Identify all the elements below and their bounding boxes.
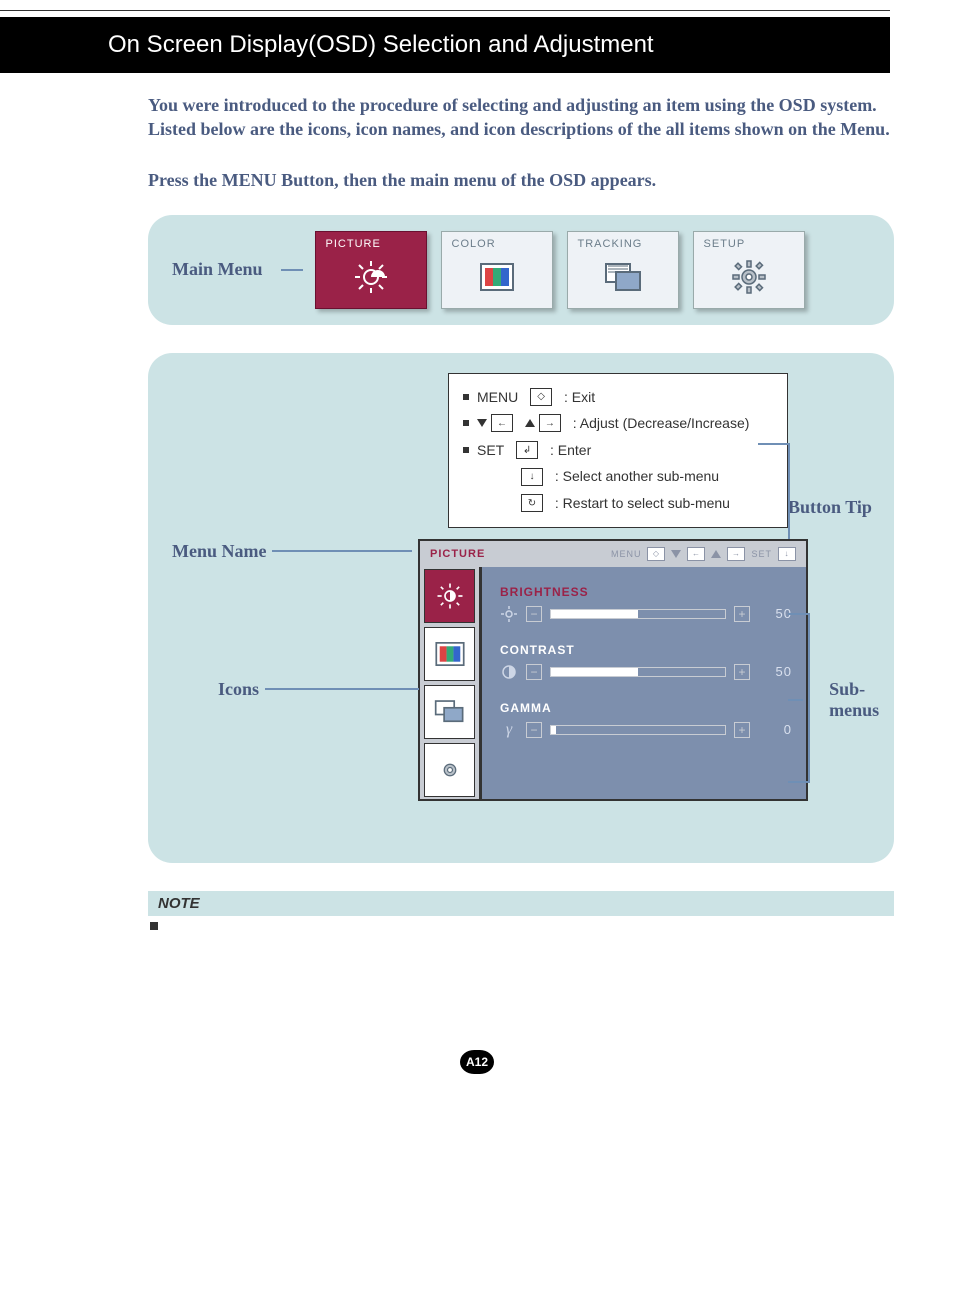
slider-track[interactable]: [550, 667, 726, 677]
slider-track[interactable]: [550, 725, 726, 735]
increase-button[interactable]: +: [734, 664, 750, 680]
note-bar: NOTE: [148, 891, 894, 916]
diamond-icon: ◇: [530, 388, 552, 406]
enter-icon: ↲: [516, 441, 538, 459]
triangle-down-icon: [477, 419, 487, 427]
sub-value: 50: [758, 606, 792, 621]
osd-icon-column: [420, 567, 480, 799]
gear-icon: [694, 250, 804, 308]
brightness-icon[interactable]: [424, 569, 475, 623]
bt-desc: : Exit: [564, 384, 595, 411]
bt-desc: : Adjust (Decrease/Increase): [573, 410, 750, 437]
sub-label: GAMMA: [500, 701, 792, 715]
decrease-button[interactable]: −: [526, 606, 542, 622]
intro-paragraph: You were introduced to the procedure of …: [148, 93, 894, 142]
color-bars-icon[interactable]: [424, 627, 475, 681]
osd-panel: MENU ◇ : Exit ← → : Adjust (Decrease/Inc…: [148, 353, 894, 863]
section-title: On Screen Display(OSD) Selection and Adj…: [0, 17, 890, 73]
triangle-up-icon: [525, 419, 535, 427]
osd-title: PICTURE: [430, 548, 485, 560]
sub-label: CONTRAST: [500, 643, 792, 657]
menu-name-label: Menu Name: [172, 541, 266, 562]
button-tip-box: MENU ◇ : Exit ← → : Adjust (Decrease/Inc…: [448, 373, 788, 528]
sub-label: BRIGHTNESS: [500, 585, 792, 599]
osd-screen: PICTURE MENU◇ ← → SET↓: [418, 539, 808, 801]
color-bars-icon: [442, 250, 552, 308]
bt-desc: : Select another sub-menu: [555, 463, 719, 490]
main-menu-label: Main Menu: [172, 259, 263, 280]
tracking-icon[interactable]: [424, 685, 475, 739]
tile-label: COLOR: [442, 232, 552, 250]
tracking-icon: [568, 250, 678, 308]
arrow-down-icon: ↓: [521, 468, 543, 486]
tile-picture[interactable]: PICTURE: [315, 231, 427, 309]
contrast-icon: [500, 663, 518, 681]
tile-label: SETUP: [694, 232, 804, 250]
slider-track[interactable]: [550, 609, 726, 619]
osd-submenu-area: BRIGHTNESS − + 50 CONTRAST: [480, 567, 806, 799]
sun-icon: [500, 605, 518, 623]
brightness-icon: [316, 250, 426, 308]
increase-button[interactable]: +: [734, 606, 750, 622]
gear-icon[interactable]: [424, 743, 475, 797]
sub-value: 50: [758, 664, 792, 679]
bt-desc: : Restart to select sub-menu: [555, 490, 730, 517]
tile-tracking[interactable]: TRACKING: [567, 231, 679, 309]
tile-label: PICTURE: [316, 232, 426, 250]
tile-setup[interactable]: SETUP: [693, 231, 805, 309]
note-bullet: [150, 922, 158, 930]
page-number: A12: [460, 1050, 494, 1074]
leader-line: [281, 269, 303, 271]
bt-prefix: SET: [477, 437, 504, 464]
tile-label: TRACKING: [568, 232, 678, 250]
press-line: Press the MENU Button, then the main men…: [148, 170, 894, 191]
sub-item-brightness[interactable]: BRIGHTNESS − + 50: [500, 585, 792, 623]
decrease-button[interactable]: −: [526, 664, 542, 680]
main-menu-panel: Main Menu PICTURE COLOR TRACKING: [148, 215, 894, 325]
sub-menus-label: Sub-menus: [829, 679, 894, 721]
arrow-left-icon: ←: [491, 414, 513, 432]
arrow-right-icon: →: [539, 414, 561, 432]
sub-item-contrast[interactable]: CONTRAST − + 50: [500, 643, 792, 681]
sub-item-gamma[interactable]: GAMMA γ − + 0: [500, 701, 792, 739]
decrease-button[interactable]: −: [526, 722, 542, 738]
bt-desc: : Enter: [550, 437, 591, 464]
bt-prefix: MENU: [477, 384, 518, 411]
increase-button[interactable]: +: [734, 722, 750, 738]
osd-header-hints: MENU◇ ← → SET↓: [611, 547, 796, 561]
restart-icon: ↻: [521, 494, 543, 512]
icons-label: Icons: [218, 679, 259, 700]
sub-value: 0: [758, 722, 792, 737]
button-tip-label: Button Tip: [788, 497, 872, 518]
gamma-icon: γ: [500, 721, 518, 739]
tile-color[interactable]: COLOR: [441, 231, 553, 309]
